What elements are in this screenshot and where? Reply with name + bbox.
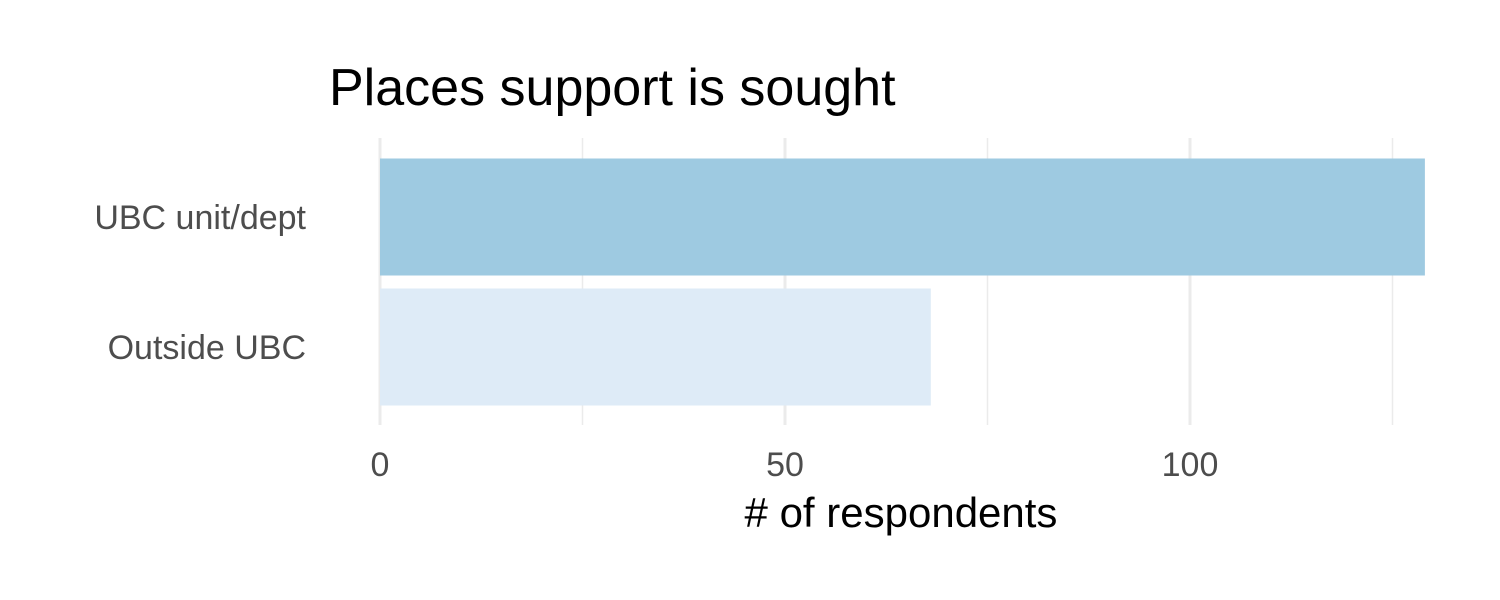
y-category-label-0: UBC unit/dept [94, 199, 306, 237]
x-tick-label-0: 0 [371, 446, 390, 484]
y-axis-category-labels: UBC unit/dept Outside UBC [94, 199, 306, 367]
x-axis-tick-labels: 0 50 100 [371, 446, 1219, 484]
x-tick-label-1: 50 [766, 446, 804, 484]
bar-0 [380, 158, 1425, 276]
y-category-label-1: Outside UBC [108, 329, 306, 367]
bars [380, 158, 1425, 406]
chart-title: Places support is sought [329, 59, 896, 117]
bar-1 [380, 288, 931, 406]
x-axis-title: # of respondents [745, 489, 1058, 536]
x-tick-label-2: 100 [1162, 446, 1219, 484]
